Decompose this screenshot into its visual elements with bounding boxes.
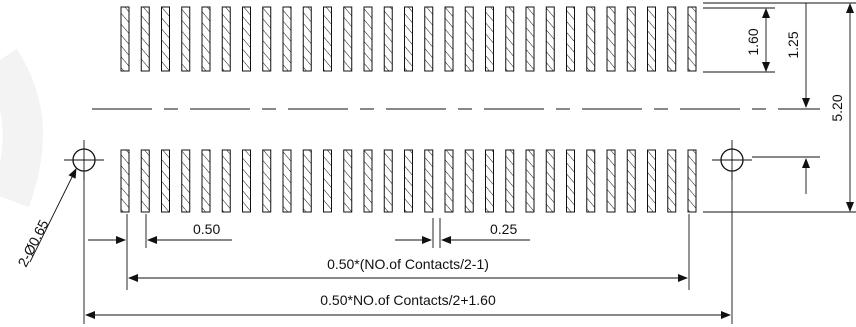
watermark-swoosh	[0, 48, 43, 208]
bottom-pad	[383, 149, 393, 213]
bottom-pad	[586, 149, 596, 213]
dim-pad-span: 0.50*(NO.of Contacts/2-1)	[128, 256, 688, 282]
top-pad	[363, 6, 373, 72]
top-pad	[545, 6, 555, 72]
top-pad	[120, 6, 130, 72]
dim-pad-width: 0.25	[395, 221, 530, 244]
dim-pad-span-label: 0.50*(NO.of Contacts/2-1)	[327, 256, 489, 272]
bottom-pad	[282, 149, 292, 213]
top-pad	[566, 6, 575, 72]
top-pad	[444, 6, 454, 72]
dim-pad-to-center-label: 1.25	[785, 31, 801, 58]
top-pad	[626, 6, 636, 72]
bottom-pad	[505, 149, 515, 213]
bottom-pad	[140, 149, 150, 213]
top-pad	[525, 6, 535, 72]
bottom-pad	[242, 149, 251, 213]
top-pad	[485, 6, 494, 72]
bottom-pad-row	[120, 149, 697, 213]
top-pad	[424, 6, 434, 72]
bottom-pad	[647, 149, 656, 213]
bottom-pad	[485, 149, 494, 213]
dim-pad-to-center: 1.25	[785, 3, 810, 108]
bottom-pad	[262, 149, 272, 213]
top-pad	[383, 6, 393, 72]
dim-pitch-label: 0.50	[193, 221, 220, 237]
dim-pad-width-label: 0.25	[490, 221, 517, 237]
top-pad	[161, 6, 170, 72]
dim-hole-span-label: 0.50*NO.of Contacts/2+1.60	[320, 292, 496, 308]
bottom-pad	[181, 149, 191, 213]
dim-row-span: 5.20	[829, 3, 854, 212]
bottom-pad	[687, 149, 697, 213]
bottom-pad	[566, 149, 575, 213]
top-pad	[667, 6, 677, 72]
top-pad	[464, 6, 474, 72]
bottom-pad	[302, 149, 312, 213]
dim-pitch: 0.50	[88, 221, 232, 244]
top-pad	[586, 6, 596, 72]
bottom-pad	[363, 149, 373, 213]
bottom-pad	[525, 149, 535, 213]
bottom-pad	[444, 149, 454, 213]
top-pad	[282, 6, 292, 72]
bottom-pad	[626, 149, 636, 213]
top-pad	[404, 6, 413, 72]
top-pad	[181, 6, 191, 72]
dim-hole-span: 0.50*NO.of Contacts/2+1.60	[85, 292, 731, 319]
bottom-pad	[545, 149, 555, 213]
bottom-pad	[424, 149, 434, 213]
top-pad	[140, 6, 150, 72]
top-pad	[201, 6, 211, 72]
mounting-hole-right	[712, 140, 752, 180]
bottom-pad	[464, 149, 474, 213]
hole-callout-label: 2-Ø0.65	[14, 217, 51, 270]
top-pad	[262, 6, 272, 72]
bottom-pad	[120, 149, 130, 213]
dim-row-span-label: 5.20	[829, 94, 845, 121]
bottom-pad	[667, 149, 677, 213]
top-pad	[343, 6, 353, 72]
top-pad	[647, 6, 656, 72]
top-pad	[302, 6, 312, 72]
right-extension-lines	[703, 2, 856, 213]
bottom-pad	[161, 149, 170, 213]
top-pad	[687, 6, 697, 72]
top-pad	[242, 6, 251, 72]
bottom-pad	[606, 149, 616, 213]
top-pad	[606, 6, 616, 72]
bottom-extension-lines	[83, 172, 733, 324]
bottom-pad	[323, 149, 332, 213]
top-pad	[221, 6, 231, 72]
bottom-pad	[343, 149, 353, 213]
dim-pad-length-label: 1.60	[745, 28, 761, 55]
top-pad	[505, 6, 515, 72]
bottom-pad	[201, 149, 211, 213]
bottom-pad	[404, 149, 413, 213]
dim-pad-length: 1.60	[745, 8, 770, 72]
bottom-pad	[221, 149, 231, 213]
top-pad	[323, 6, 332, 72]
top-pad-row	[120, 6, 697, 72]
